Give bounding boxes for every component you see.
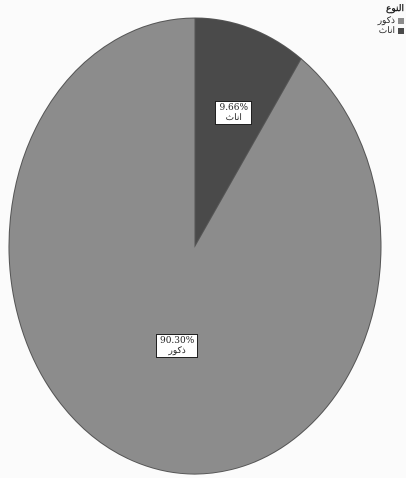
legend-item-females: اناث (378, 26, 404, 36)
legend: النوع ذكور اناث (378, 4, 404, 36)
slice-label-males: 90.30% ذكور (155, 333, 199, 358)
pie-slice-females (194, 17, 302, 248)
slice-name-females: اناث (225, 113, 242, 124)
legend-label-males: ذكور (377, 16, 395, 26)
legend-title: النوع (386, 4, 404, 14)
legend-swatch-females (398, 28, 404, 34)
slice-percent-males: 90.30% (159, 335, 195, 346)
pie-slice-males (8, 17, 382, 475)
legend-label-females: اناث (378, 26, 395, 36)
legend-swatch-males (398, 18, 404, 24)
slice-label-females: 9.66% اناث (215, 101, 253, 126)
legend-item-males: ذكور (378, 16, 404, 26)
slice-name-males: ذكور (168, 345, 186, 356)
slice-percent-females: 9.66% (219, 103, 249, 114)
